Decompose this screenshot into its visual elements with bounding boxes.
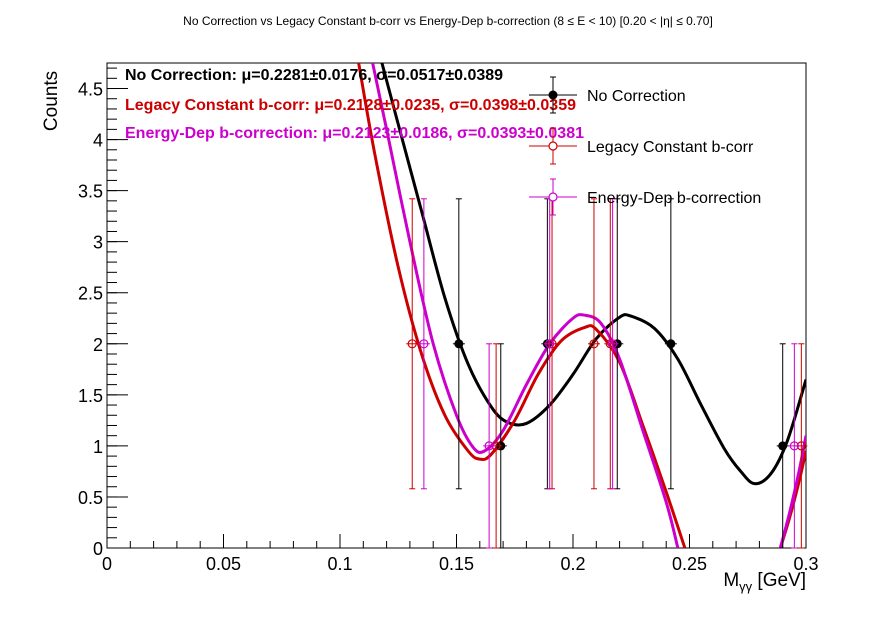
- fit-stats-label: No Correction:: [125, 67, 241, 84]
- legend-marker: [548, 192, 558, 202]
- y-tick-label: 3.5: [78, 182, 103, 202]
- y-tick-label: 4.5: [78, 80, 103, 100]
- x-tick-label: 0.2: [560, 554, 585, 574]
- y-tick-label: 1: [93, 437, 103, 457]
- x-tick-label: 0.25: [672, 554, 707, 574]
- y-tick-label: 0.5: [78, 488, 103, 508]
- fit-stats-0: No Correction: μ=0.2281±0.0176, σ=0.0517…: [125, 67, 503, 84]
- data-point: [608, 339, 618, 349]
- data-point: [789, 441, 799, 451]
- y-tick-label: 0: [93, 539, 103, 559]
- y-tick-label: 2.5: [78, 284, 103, 304]
- fit-stats-values: μ=0.2123±0.0186, σ=0.0393±0.0381: [322, 125, 584, 142]
- y-tick-label: 1.5: [78, 386, 103, 406]
- fit-curves: [357, 63, 806, 548]
- x-tick-label: 0.15: [439, 554, 474, 574]
- legend-entry-1: Legacy Constant b-corr: [587, 139, 754, 156]
- y-tick-label: 4: [93, 131, 103, 151]
- data-point: [666, 339, 676, 349]
- legend-entry-2: Energy-Dep b-correction: [587, 190, 761, 207]
- legend-marker: [548, 141, 558, 151]
- x-axis-label: Mγγ [GeV]: [723, 570, 806, 594]
- data-point: [589, 339, 599, 349]
- data-points: [406, 198, 808, 549]
- x-tick-label: 0.1: [327, 554, 352, 574]
- y-axis-label: Counts: [41, 71, 62, 131]
- y-tick-label: 3: [93, 233, 103, 253]
- legend: No Correction Legacy Constant b-corr Energ…: [529, 76, 761, 216]
- chart-title: No Correction vs Legacy Constant b-corr …: [183, 14, 713, 28]
- fit-curve-0: [380, 63, 806, 486]
- data-point: [454, 339, 464, 349]
- fit-stats-2: Energy-Dep b-correction: μ=0.2123±0.0186…: [125, 125, 584, 142]
- fit-curve-2: [371, 63, 680, 548]
- x-tick-label: 0.3: [793, 554, 818, 574]
- x-tick-label: 0: [102, 554, 112, 574]
- legend-marker: [548, 90, 558, 100]
- axes: 0 0.05 0.1 0.15 0.2 0.25 0.3 0 0.5 1 1.5 2 2.5 3 3.5 4 4…: [78, 62, 819, 574]
- fit-stats-1: Legacy Constant b-corr: μ=0.2128±0.0235,…: [125, 97, 576, 114]
- data-point: [419, 339, 429, 349]
- y-tick-label: 2: [93, 335, 103, 355]
- legend-entry-0: No Correction: [587, 88, 686, 105]
- fit-stats-label: Energy-Dep b-correction:: [125, 125, 322, 142]
- fit-stats-label: Legacy Constant b-corr:: [125, 97, 314, 114]
- data-point: [407, 339, 417, 349]
- data-point: [545, 339, 555, 349]
- fit-stats-values: μ=0.2281±0.0176, σ=0.0517±0.0389: [241, 67, 503, 84]
- data-point: [484, 441, 494, 451]
- data-point: [778, 441, 788, 451]
- x-tick-label: 0.05: [206, 554, 241, 574]
- fit-stats-values: μ=0.2128±0.0235, σ=0.0398±0.0359: [314, 97, 576, 114]
- fit-statistics: No Correction: μ=0.2281±0.0176, σ=0.0517…: [125, 67, 584, 142]
